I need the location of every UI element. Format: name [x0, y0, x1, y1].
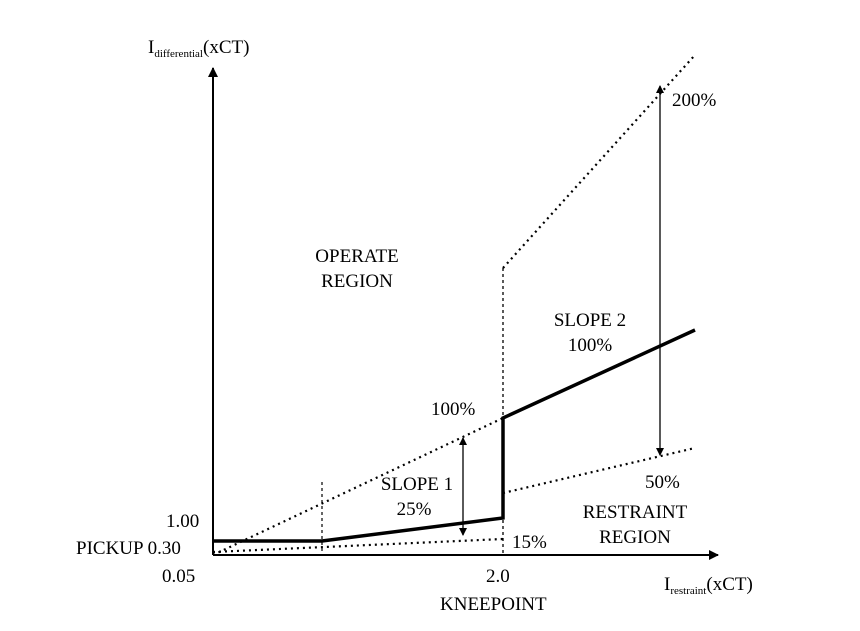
restraint-region-label-line2: REGION [599, 527, 671, 548]
operating-characteristic-curve [213, 328, 696, 543]
slope2-label-line1: SLOPE 2 [554, 310, 626, 331]
x-tick-kneepoint: KNEEPOINT [440, 594, 547, 615]
percent-100-label: 100% [431, 399, 476, 420]
line-200-percent-reference [502, 54, 696, 269]
y-axis-label: Idifferential(xCT) [148, 37, 249, 60]
y-tick-pickup: PICKUP 0.30 [76, 538, 181, 559]
percent-50-label: 50% [645, 472, 680, 493]
x-axis-label: Irestraint(xCT) [664, 574, 753, 597]
operate-region-label-line2: REGION [321, 271, 393, 292]
slope1-label-line1: SLOPE 1 [381, 474, 453, 495]
operate-region-label-line1: OPERATE [315, 246, 398, 267]
restraint-region-label-line1: RESTRAINT [583, 502, 688, 523]
y-tick-1-00: 1.00 [166, 511, 199, 532]
x-tick-2-0: 2.0 [486, 566, 510, 587]
percent-15-label: 15% [512, 532, 547, 553]
slope2-label-line2: 100% [568, 335, 613, 356]
y-tick-0-05: 0.05 [162, 566, 195, 587]
percent-200-label: 200% [672, 90, 717, 111]
line-15-percent-reference [212, 537, 504, 554]
slope1-label-line2: 25% [397, 499, 432, 520]
line-100-percent-reference [212, 417, 504, 556]
